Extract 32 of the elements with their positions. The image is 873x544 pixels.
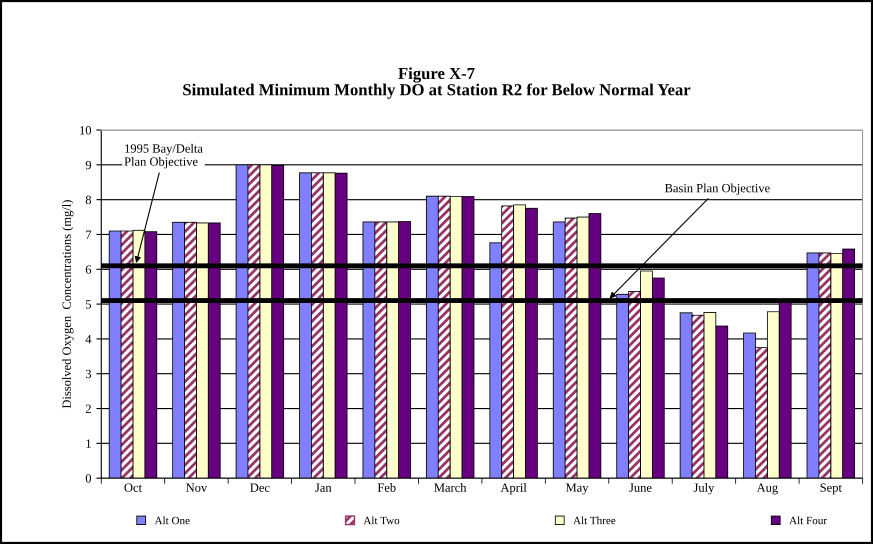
- chart-subtitle: Simulated Minimum Monthly DO at Station R2 for Below Normal Year: [183, 83, 690, 99]
- y-tick-label: 8: [86, 196, 92, 204]
- y-tick-label: 4: [86, 335, 92, 344]
- x-tick-label: May: [566, 483, 588, 494]
- ref-line-label: Basin Plan Objective: [664, 184, 770, 195]
- y-tick-label: 2: [86, 404, 91, 413]
- x-tick-label: April: [500, 483, 527, 494]
- y-axis-title: Dissolved Oxygen Concentrations (mg/l): [62, 200, 74, 408]
- x-tick-label: July: [694, 483, 714, 494]
- y-tick-label: 0: [86, 474, 92, 483]
- x-tick-label: Jan: [315, 484, 332, 492]
- y-tick-label: 7: [86, 230, 92, 239]
- chart-title: Figure X-7: [398, 67, 475, 83]
- x-tick-label: Dec: [250, 484, 270, 492]
- y-tick-label: 10: [80, 126, 92, 134]
- legend-label: Alt One: [154, 516, 190, 524]
- ref-line-label: 1995 Bay/Delta Plan Objective: [124, 144, 203, 168]
- legend-label: Alt Three: [573, 516, 616, 524]
- x-tick-label: June: [629, 484, 652, 492]
- x-tick-label: Oct: [124, 483, 142, 492]
- y-tick-label: 3: [86, 370, 92, 378]
- x-tick-label: March: [434, 483, 466, 492]
- x-tick-label: Sept: [820, 483, 842, 494]
- y-tick-label: 9: [86, 160, 92, 170]
- x-tick-label: Nov: [186, 484, 208, 492]
- x-tick-label: Aug: [756, 483, 778, 494]
- y-tick-label: 5: [86, 300, 92, 309]
- legend-label: Alt Two: [363, 516, 400, 524]
- x-tick-label: Feb: [378, 483, 396, 492]
- legend-label: Alt Four: [789, 516, 827, 524]
- y-tick-label: 1: [86, 439, 91, 448]
- y-tick-label: 6: [86, 265, 92, 274]
